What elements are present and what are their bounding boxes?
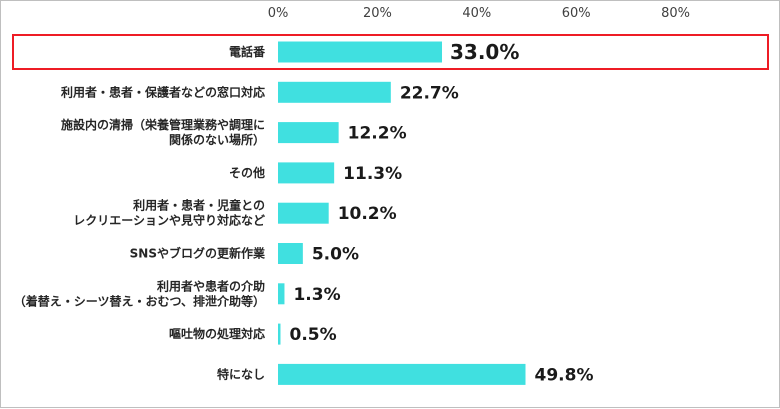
bar (278, 283, 285, 305)
category-label: 施設内の清掃（栄養管理業務や調理に (61, 117, 265, 132)
category-label: その他 (229, 165, 265, 180)
value-label: 33.0% (450, 40, 519, 64)
bar (278, 202, 329, 224)
value-label: 12.2% (348, 124, 407, 144)
bar (278, 122, 339, 144)
bar (278, 243, 303, 264)
category-label: 関係のない場所） (169, 132, 265, 147)
value-label: 10.2% (338, 204, 397, 224)
x-tick-label: 20% (363, 6, 392, 21)
bar (278, 81, 391, 103)
x-tick-label: 60% (562, 6, 591, 21)
category-label: 利用者・患者・保護者などの窓口対応 (61, 84, 265, 99)
highlight-box (12, 34, 769, 70)
bar (278, 363, 526, 385)
x-tick-label: 0% (268, 6, 289, 21)
bar (278, 323, 281, 345)
value-label: 0.5% (289, 325, 336, 345)
value-label: 11.3% (343, 164, 402, 184)
category-label: 嘔吐物の処理対応 (169, 326, 265, 341)
bar (278, 41, 443, 63)
value-label: 49.8% (535, 365, 594, 385)
category-label: レクリエーションや見守り対応など (73, 213, 265, 228)
category-label: SNSやブログの更新作業 (130, 246, 266, 261)
value-label: 5.0% (312, 245, 359, 265)
x-tick-label: 40% (462, 6, 491, 21)
category-label: 電話番 (229, 44, 266, 59)
category-label: （着替え・シーツ替え・おむつ、排泄介助等） (14, 293, 265, 308)
category-label: 利用者・患者・児童との (133, 198, 265, 213)
value-label: 1.3% (293, 285, 340, 305)
category-label: 利用者や患者の介助 (157, 278, 265, 293)
category-label: 特になし (217, 366, 265, 381)
value-label: 22.7% (400, 83, 459, 103)
x-tick-label: 80% (661, 6, 690, 21)
bar (278, 162, 335, 184)
